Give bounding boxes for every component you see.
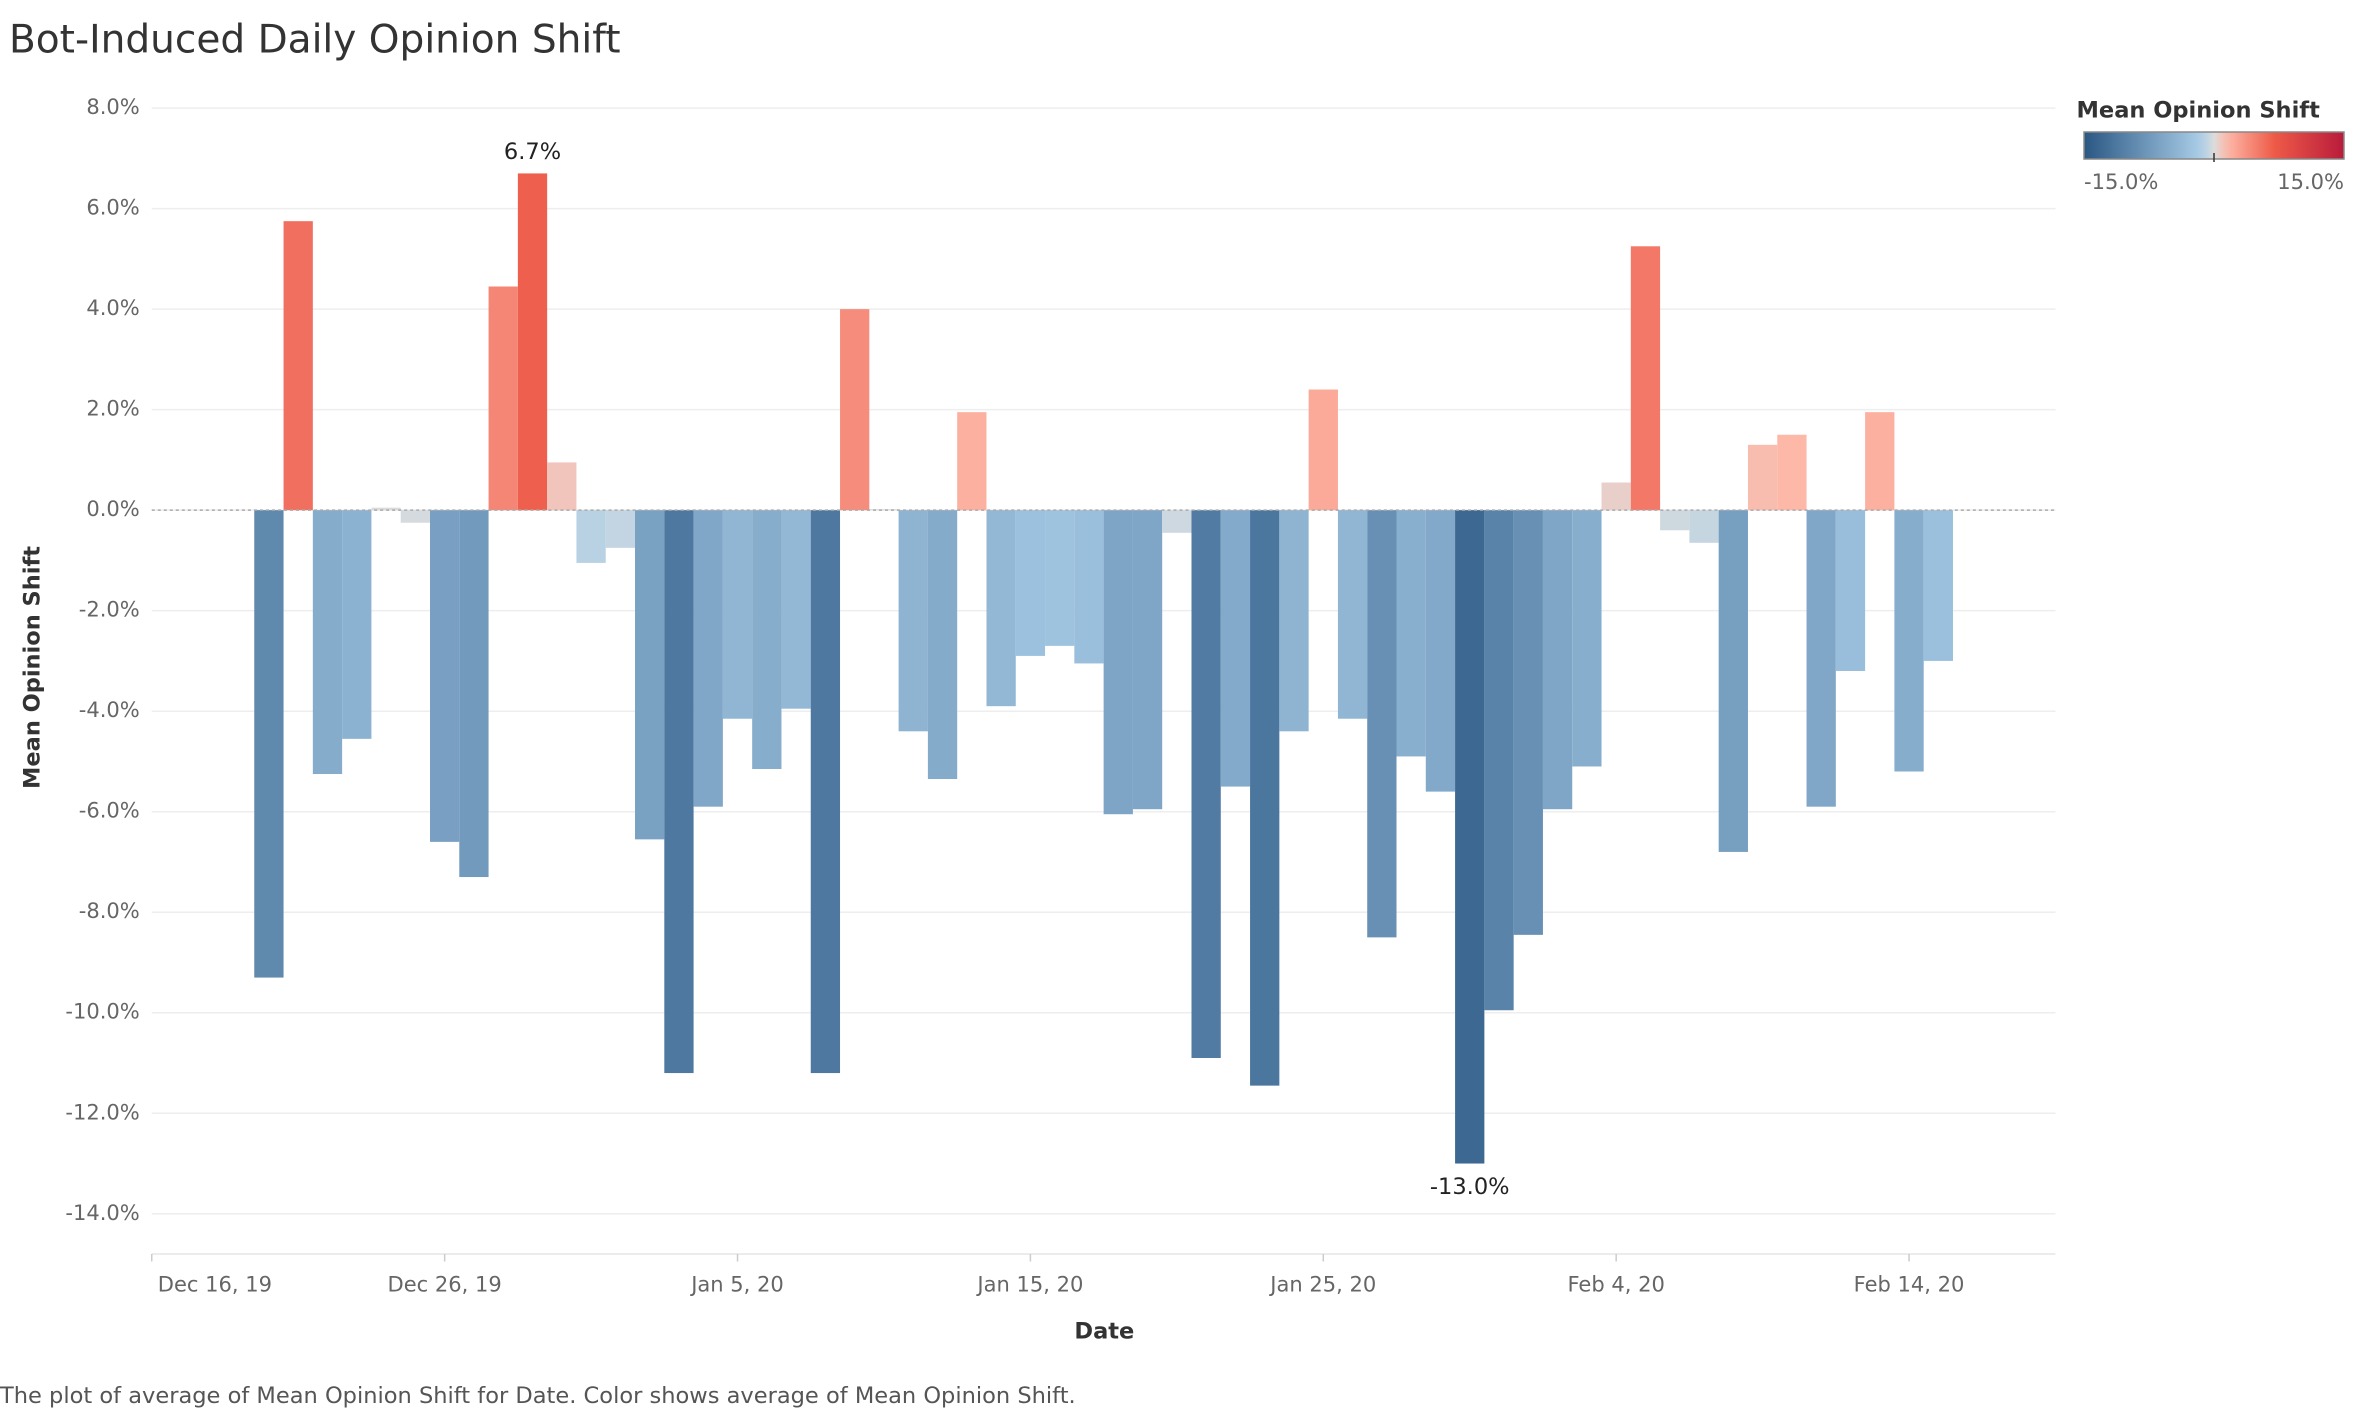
bar [1718,510,1748,852]
bar [1484,510,1514,1011]
bar [1923,510,1953,661]
bar [429,510,460,842]
y-tick-label: -8.0% [79,898,140,923]
bar [693,510,723,807]
bar [1396,510,1426,757]
bar [400,510,430,523]
bar [312,510,343,775]
bar [986,510,1016,707]
bar [1601,482,1631,511]
bar [722,510,753,719]
bar [1572,510,1602,767]
y-tick-label: -14.0% [65,1200,139,1225]
x-tick-label: Dec 26, 19 [388,1272,502,1297]
bar [1250,510,1280,1086]
y-tick-label: -10.0% [65,999,139,1024]
bar [342,510,372,739]
bar [927,510,958,780]
y-tick-label: 8.0% [86,94,139,119]
x-axis-label: Date [1074,1319,1134,1345]
x-tick-label: Feb 14, 20 [1854,1272,1965,1297]
bar [1425,510,1456,792]
bar [1630,246,1661,511]
bar [371,507,401,511]
bar [1865,412,1895,511]
bar [1308,389,1338,511]
legend-title: Mean Opinion Shift [2077,98,2321,124]
bar [1015,510,1046,656]
y-tick-label: 6.0% [86,195,139,220]
bar [957,412,987,511]
chart-title: Bot-Induced Daily Opinion Shift [9,18,621,63]
bar [1191,510,1221,1058]
bar [1894,510,1924,772]
x-tick-label: Jan 15, 20 [975,1272,1083,1297]
bar [1542,510,1573,810]
bar [781,510,811,709]
y-tick-label: -2.0% [79,597,140,622]
bar [283,221,313,511]
bar [1513,510,1543,935]
bar [1747,444,1778,511]
data-label: -13.0% [1430,1174,1510,1200]
legend-label: 15.0% [2277,169,2344,194]
x-tick-label: Jan 25, 20 [1268,1272,1376,1297]
bar [1806,510,1836,807]
bar [1279,510,1309,732]
y-tick-label: 4.0% [86,295,139,320]
caption: The plot of average of Mean Opinion Shif… [0,1383,1076,1409]
y-tick-label: 2.0% [86,396,139,421]
bar [1835,510,1866,671]
bar [898,510,928,732]
bar [1074,510,1104,664]
bar [840,309,870,511]
bar [1367,510,1397,938]
bar [576,510,606,563]
bar [488,286,518,511]
y-tick-label: -6.0% [79,798,140,823]
bar [1337,510,1368,719]
data-label: 6.7% [504,139,561,165]
x-tick-label: Dec 16, 19 [158,1272,272,1297]
bar [605,510,636,548]
y-tick-label: 0.0% [86,496,139,521]
bar [459,510,489,878]
bar [1220,510,1251,787]
bar [1660,510,1690,531]
bar [1689,510,1719,543]
bar [1777,434,1807,511]
x-tick-label: Jan 5, 20 [689,1272,784,1297]
bar [869,509,899,511]
y-tick-label: -4.0% [79,697,140,722]
bar [635,510,665,840]
bar [752,510,782,769]
bar [254,510,284,978]
bar [664,510,694,1074]
x-tick-label: Feb 4, 20 [1567,1272,1664,1297]
y-axis-label: Mean Opinion Shift [20,546,46,789]
bar [517,173,548,511]
bar [1132,510,1163,810]
bar [1045,510,1075,646]
bar [1455,510,1485,1164]
bar [1103,510,1133,815]
bar [1162,510,1192,533]
y-tick-label: -12.0% [65,1099,139,1124]
bar [810,510,841,1074]
legend-label: -15.0% [2084,169,2158,194]
bar [547,462,577,511]
